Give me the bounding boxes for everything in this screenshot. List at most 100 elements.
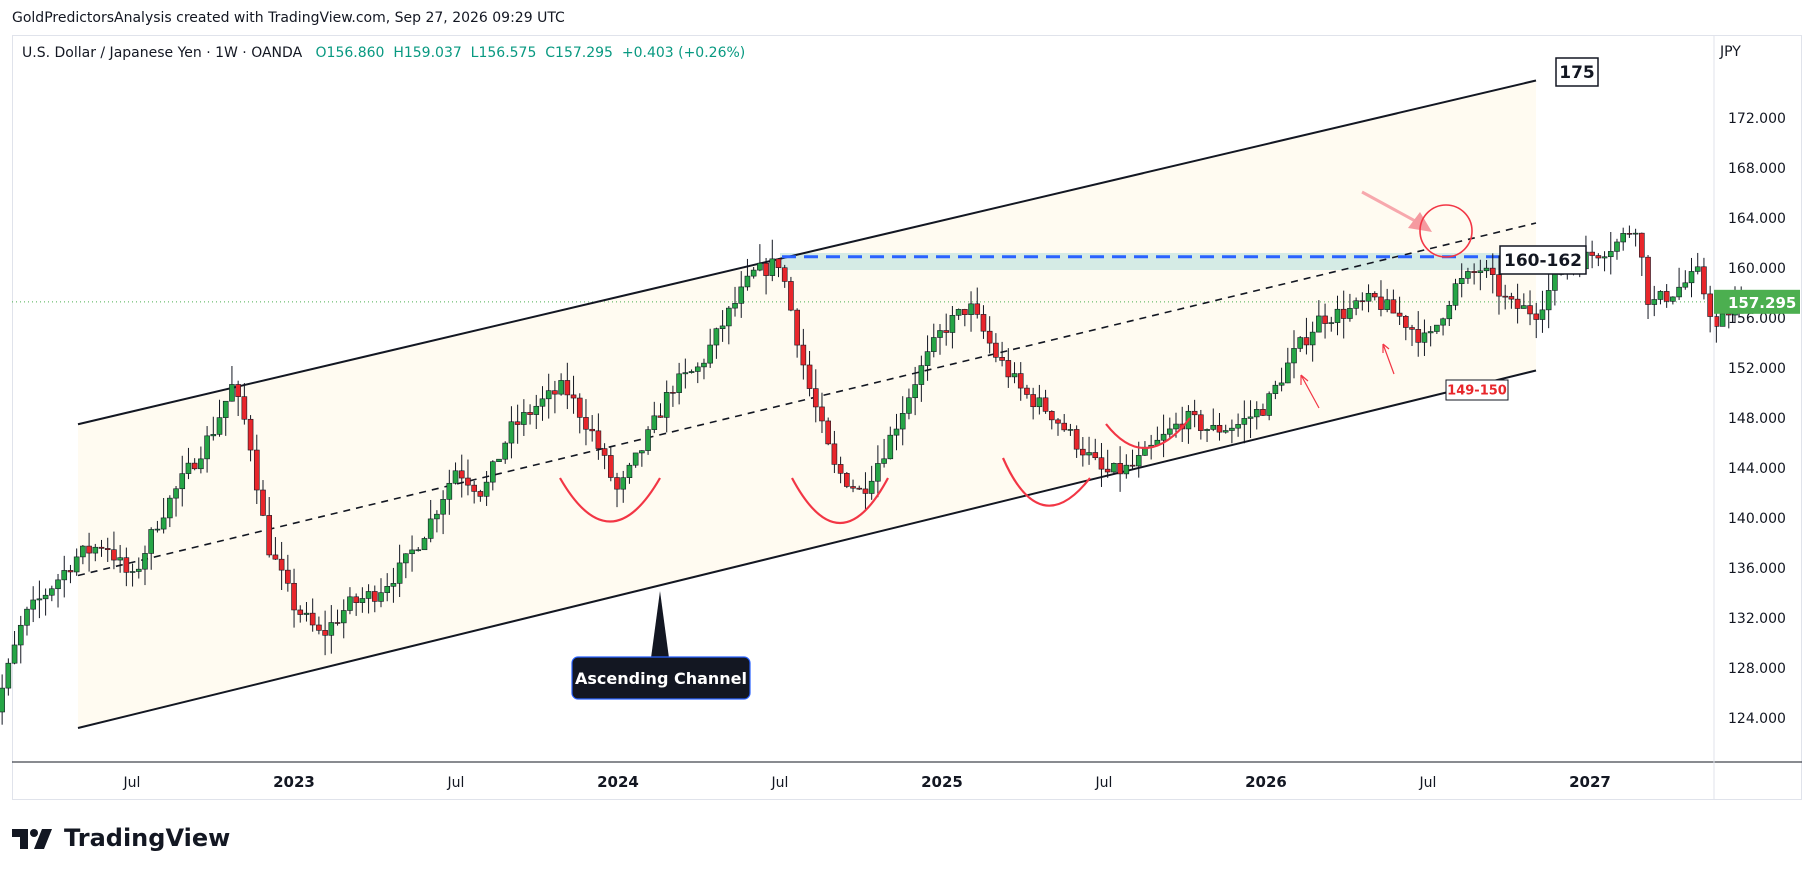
candle-body[interactable] [539,398,546,407]
candle-body[interactable] [30,599,36,610]
candle-body[interactable] [1614,241,1620,252]
candle-body[interactable] [222,400,229,418]
symbol-name[interactable]: U.S. Dollar / Japanese Yen · 1W · OANDA [22,45,303,61]
candle-body[interactable] [552,390,558,395]
candle-body[interactable] [614,477,620,490]
candle-body[interactable] [943,330,949,333]
candle-body[interactable] [235,384,241,397]
candle-body[interactable] [1483,267,1490,272]
candle-body[interactable] [1645,256,1651,305]
candle-body[interactable] [1017,373,1024,389]
candle-body[interactable] [55,579,61,590]
candle-body[interactable] [1266,393,1272,416]
candle-body[interactable] [955,309,962,316]
candle-body[interactable] [738,286,745,304]
candle-body[interactable] [396,562,403,584]
candle-body[interactable] [1384,299,1390,310]
rounded-bottom-arc[interactable] [1001,457,1091,507]
candle-body[interactable] [632,452,639,466]
candle-body[interactable] [1663,291,1670,302]
candle-body[interactable] [61,570,68,581]
candle-body[interactable] [1676,286,1682,298]
candle-body[interactable] [340,610,347,624]
candle-body[interactable] [322,630,328,636]
candle-body[interactable] [160,517,167,530]
candle-body[interactable] [1626,233,1633,235]
candle-body[interactable] [1278,382,1285,386]
candle-body[interactable] [1260,409,1266,416]
candle-body[interactable] [850,486,856,489]
candle-body[interactable] [1173,423,1179,430]
candle-body[interactable] [5,662,12,689]
candle-body[interactable] [993,342,999,358]
candle-body[interactable] [36,598,43,601]
candle-body[interactable] [297,609,304,615]
candle-body[interactable] [626,464,633,478]
candle-body[interactable] [657,415,664,418]
last-price-badge[interactable]: 157.295 [1714,289,1800,314]
candle-body[interactable] [247,418,254,451]
candle-body[interactable] [1316,315,1322,333]
candle-body[interactable] [1011,373,1018,378]
candle-body[interactable] [732,303,738,309]
candle-body[interactable] [527,412,533,415]
candle-body[interactable] [682,372,689,375]
candle-body[interactable] [1073,429,1080,450]
candle-body[interactable] [384,586,391,593]
candle-body[interactable] [881,458,887,464]
candle-body[interactable] [980,314,987,332]
candle-body[interactable] [1117,463,1123,475]
candle-body[interactable] [458,470,465,479]
candle-body[interactable] [359,598,366,603]
candle-body[interactable] [906,397,912,414]
candle-body[interactable] [1340,308,1347,319]
candle-body[interactable] [788,281,794,311]
candle-body[interactable] [719,325,726,329]
candle-body[interactable] [1241,418,1248,425]
candle-body[interactable] [483,481,490,497]
candle-body[interactable] [421,538,428,551]
candle-body[interactable] [1229,427,1235,431]
candle-body[interactable] [371,591,378,602]
candle-body[interactable] [477,491,484,497]
candle-body[interactable] [620,477,627,490]
candle-body[interactable] [968,303,974,315]
candle-body[interactable] [1216,424,1223,433]
candle-body[interactable] [1067,429,1074,431]
candle-body[interactable] [1334,308,1341,323]
candle-body[interactable] [508,421,515,444]
candle-body[interactable] [1378,296,1384,310]
candle-body[interactable] [1396,312,1403,317]
candle-body[interactable] [608,455,614,478]
candle-body[interactable] [1111,463,1117,473]
candle-body[interactable] [1651,299,1658,305]
candle-body[interactable] [639,450,645,454]
candle-body[interactable] [1527,305,1533,315]
candle-body[interactable] [844,473,850,487]
candle-body[interactable] [1272,384,1279,394]
candle-body[interactable] [589,428,595,432]
candle-body[interactable] [1247,416,1254,419]
candle-body[interactable] [11,644,18,664]
candle-body[interactable] [937,330,943,338]
candle-body[interactable] [1166,428,1173,435]
candle-body[interactable] [409,549,415,555]
rounded-bottom-arc[interactable] [559,477,661,523]
candle-body[interactable] [564,380,571,396]
candle-body[interactable] [558,380,564,395]
candle-body[interactable] [713,328,720,346]
candle-body[interactable] [1496,274,1502,297]
candle-body[interactable] [1036,397,1043,408]
candle-body[interactable] [1309,331,1316,346]
candle-body[interactable] [285,569,291,584]
candle-body[interactable] [1042,397,1049,412]
candle-body[interactable] [1539,309,1546,320]
candle-body[interactable] [185,462,192,474]
candle-body[interactable] [135,568,142,572]
candle-body[interactable] [1198,414,1204,431]
candle-body[interactable] [1086,452,1092,456]
candle-body[interactable] [204,435,210,460]
candle-body[interactable] [868,480,875,494]
candle-body[interactable] [129,571,136,573]
candle-body[interactable] [1508,296,1515,300]
